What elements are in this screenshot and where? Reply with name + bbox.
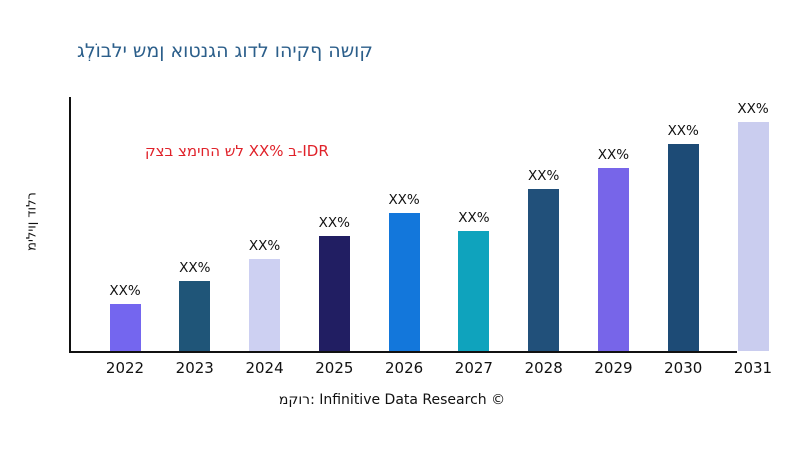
bar-value-label-2028: XX% bbox=[528, 168, 560, 184]
bar-2028 bbox=[528, 189, 560, 351]
bar-2030 bbox=[667, 144, 699, 351]
x-tick-2028: 2028 bbox=[524, 359, 563, 377]
x-tick-2026: 2026 bbox=[385, 359, 424, 377]
y-axis-line bbox=[69, 97, 71, 353]
bar-value-label-2024: XX% bbox=[248, 238, 281, 254]
bar-value-label-2022: XX% bbox=[109, 283, 141, 299]
bar-value-label-2023: XX% bbox=[179, 260, 211, 276]
bar-value-label-2029: XX% bbox=[597, 147, 630, 163]
x-tick-2030: 2030 bbox=[664, 359, 703, 377]
bar-2027 bbox=[458, 231, 490, 351]
bar-2024 bbox=[249, 259, 281, 351]
x-tick-2029: 2029 bbox=[594, 359, 633, 377]
bar-value-label-2027: XX% bbox=[458, 210, 490, 226]
chart-title: גלְוֹבלי שמן אוטנגה גודל והיקף השוק bbox=[77, 40, 373, 62]
bar-2029 bbox=[597, 168, 629, 351]
bar-2023 bbox=[179, 281, 211, 351]
y-axis-label: מיליון דולר bbox=[24, 192, 40, 251]
bar-2026 bbox=[388, 213, 420, 351]
growth-rate-annotation: קצב צמיחה של XX% ב-IDR bbox=[145, 142, 329, 160]
x-tick-2031: 2031 bbox=[733, 359, 773, 377]
bar-value-label-2026: XX% bbox=[388, 192, 420, 208]
source-credit: מקור: Infinitive Data Research © bbox=[278, 392, 506, 408]
x-tick-2024: 2024 bbox=[245, 359, 284, 377]
bar-value-label-2031: XX% bbox=[737, 101, 769, 117]
bar-2022 bbox=[109, 304, 141, 351]
x-tick-2025: 2025 bbox=[315, 359, 354, 377]
x-tick-2027: 2027 bbox=[454, 359, 493, 377]
bar-value-label-2030: XX% bbox=[667, 123, 699, 139]
x-axis-line bbox=[69, 351, 737, 353]
bar-2025 bbox=[318, 236, 350, 351]
x-tick-2023: 2023 bbox=[175, 359, 214, 377]
bar-value-label-2025: XX% bbox=[318, 215, 350, 231]
x-tick-2022: 2022 bbox=[105, 359, 145, 377]
bar-2031 bbox=[737, 122, 769, 351]
